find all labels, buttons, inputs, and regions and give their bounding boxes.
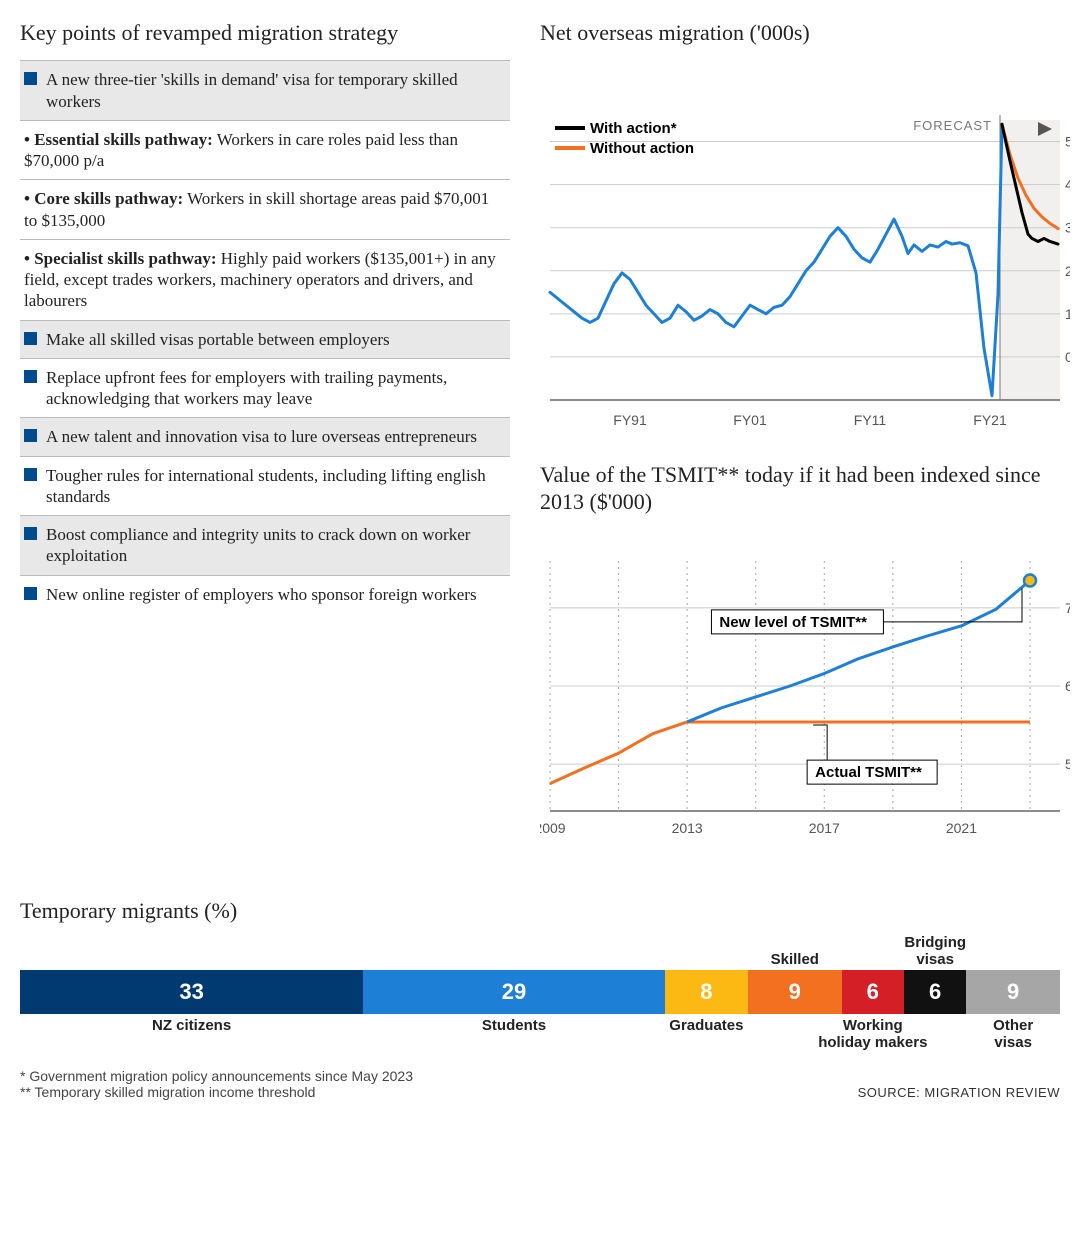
svg-text:300: 300 — [1065, 220, 1070, 236]
svg-text:Actual TSMIT**: Actual TSMIT** — [815, 764, 922, 781]
svg-text:2021: 2021 — [946, 820, 977, 836]
temp-migrants-section: Temporary migrants (%) Skilled Bridgingvi… — [20, 898, 1060, 1060]
svg-text:500: 500 — [1065, 134, 1070, 150]
key-point-item: A new three-tier 'skills in demand' visa… — [20, 60, 510, 120]
temp-migrants-label: Bridgingvisas — [904, 935, 966, 968]
key-point-item: Replace upfront fees for employers with … — [20, 358, 510, 418]
svg-text:400: 400 — [1065, 177, 1070, 193]
svg-text:FY11: FY11 — [854, 412, 887, 428]
square-bullet-icon — [24, 370, 37, 383]
key-point-lead: • Essential skills pathway: — [24, 130, 213, 149]
square-bullet-icon — [24, 332, 37, 345]
temp-migrants-label: Skilled — [771, 952, 819, 969]
temp-migrants-segment: 9 — [966, 970, 1060, 1014]
charts-panel: Net overseas migration ('000s) 0 100 200 30… — [540, 20, 1070, 873]
key-point-item: Make all skilled visas portable between … — [20, 320, 510, 358]
footnote-dstar: ** Temporary skilled migration income th… — [20, 1084, 413, 1100]
temp-migrants-label: Students — [482, 1018, 546, 1035]
key-point-item: Boost compliance and integrity units to … — [20, 515, 510, 575]
square-bullet-icon — [24, 429, 37, 442]
key-points-panel: Key points of revamped migration strateg… — [20, 20, 510, 873]
temp-migrants-label: Graduates — [669, 1018, 743, 1035]
key-points-title: Key points of revamped migration strateg… — [20, 20, 510, 46]
footnote-star: * Government migration policy announceme… — [20, 1068, 413, 1084]
chart-nom-svg: 0 100 200 300 400 500 FORECAST FY91 FY01 FY11 FY21… — [540, 60, 1070, 440]
key-point-subitem: • Specialist skills pathway: Highly paid… — [20, 239, 510, 320]
svg-text:60: 60 — [1065, 678, 1070, 694]
key-point-text: Tougher rules for international students… — [46, 466, 486, 506]
key-point-text: Replace upfront fees for employers with … — [46, 368, 447, 408]
temp-migrants-segment: 8 — [665, 970, 748, 1014]
svg-text:Without action: Without action — [590, 140, 694, 157]
svg-text:FY01: FY01 — [733, 412, 767, 428]
key-point-item: A new talent and innovation visa to lure… — [20, 417, 510, 455]
top-grid: Key points of revamped migration strateg… — [20, 20, 1060, 873]
temp-migrants-wrap: SkilledBridgingvisas 332989669 NZ citize… — [20, 930, 1060, 1060]
key-point-text: Make all skilled visas portable between … — [46, 330, 390, 349]
temp-migrants-label: Workingholiday makers — [818, 1018, 927, 1051]
temp-migrants-segment: 6 — [842, 970, 904, 1014]
key-point-text: A new three-tier 'skills in demand' visa… — [46, 70, 458, 110]
svg-text:100: 100 — [1065, 306, 1070, 322]
chart-nom-title: Net overseas migration ('000s) — [540, 20, 1070, 46]
source-credit: SOURCE: MIGRATION REVIEW — [858, 1085, 1060, 1100]
square-bullet-icon — [24, 72, 37, 85]
svg-text:2017: 2017 — [809, 820, 840, 836]
svg-text:2009: 2009 — [540, 820, 566, 836]
svg-text:FY91: FY91 — [613, 412, 647, 428]
temp-migrants-title: Temporary migrants (%) — [20, 898, 1060, 924]
svg-text:0: 0 — [1065, 349, 1070, 365]
temp-migrants-labels-bottom: NZ citizens Students Graduates Workingholid… — [20, 1014, 1060, 1054]
key-point-subitem: • Essential skills pathway: Workers in c… — [20, 120, 510, 180]
key-points-list: A new three-tier 'skills in demand' visa… — [20, 60, 510, 613]
square-bullet-icon — [24, 587, 37, 600]
footnote-left: * Government migration policy announceme… — [20, 1068, 413, 1100]
footnotes: * Government migration policy announceme… — [20, 1068, 1060, 1100]
svg-text:FORECAST: FORECAST — [913, 118, 992, 133]
key-point-item: New online register of employers who spo… — [20, 575, 510, 613]
key-point-text: Boost compliance and integrity units to … — [46, 525, 470, 565]
svg-text:FY21: FY21 — [973, 412, 1007, 428]
key-point-text: A new talent and innovation visa to lure… — [46, 427, 477, 446]
svg-text:50: 50 — [1065, 756, 1070, 772]
key-point-item: Tougher rules for international students… — [20, 456, 510, 516]
key-point-lead: • Core skills pathway: — [24, 189, 183, 208]
key-point-lead: • Specialist skills pathway: — [24, 249, 217, 268]
svg-text:200: 200 — [1065, 263, 1070, 279]
temp-migrants-segment: 29 — [363, 970, 665, 1014]
svg-text:New level of TSMIT**: New level of TSMIT** — [719, 614, 867, 631]
svg-text:2013: 2013 — [672, 820, 703, 836]
temp-migrants-segment: 6 — [904, 970, 966, 1014]
chart-tsmit: Value of the TSMIT** today if it had bee… — [540, 462, 1070, 851]
temp-migrants-labels-top: Skilled Bridgingvisas — [20, 930, 1060, 970]
key-point-subitem: • Core skills pathway: Workers in skill … — [20, 179, 510, 239]
temp-migrants-label: NZ citizens — [152, 1018, 231, 1035]
svg-text:With action*: With action* — [590, 120, 677, 137]
square-bullet-icon — [24, 527, 37, 540]
temp-migrants-label: Othervisas — [993, 1018, 1033, 1051]
temp-migrants-bar: 332989669 — [20, 970, 1060, 1014]
chart-tsmit-svg: 50 60 70 2009 2013 2017 2021 New level of TSMIT… — [540, 521, 1070, 851]
temp-migrants-segment: 33 — [20, 970, 363, 1014]
temp-migrants-segment: 9 — [748, 970, 842, 1014]
key-point-text: New online register of employers who spo… — [46, 585, 477, 604]
square-bullet-icon — [24, 468, 37, 481]
chart-nom: Net overseas migration ('000s) 0 100 200 30… — [540, 20, 1070, 440]
svg-text:70: 70 — [1065, 600, 1070, 616]
chart-tsmit-title: Value of the TSMIT** today if it had bee… — [540, 462, 1070, 515]
